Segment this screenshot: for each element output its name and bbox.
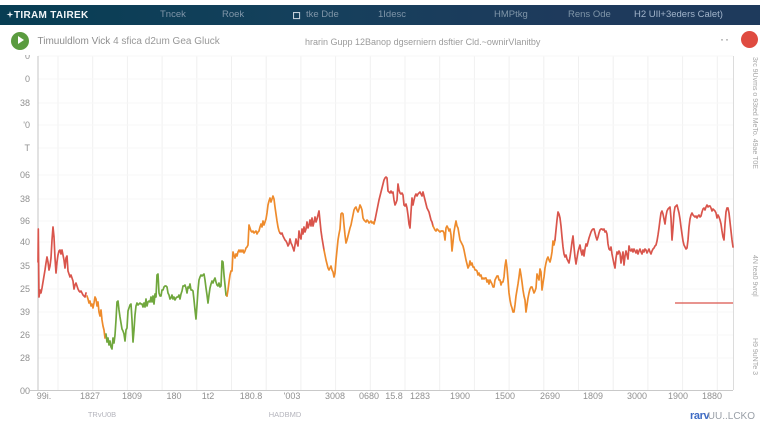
svg-text:3rc 9Uvms o 93ted MeTo. 49ae T: 3rc 9Uvms o 93ted MeTo. 49ae T0E [751, 57, 758, 169]
svg-text:TRvU0B: TRvU0B [88, 410, 116, 419]
svg-text:26: 26 [20, 330, 30, 340]
svg-text:1900: 1900 [450, 391, 470, 401]
svg-text:T: T [25, 143, 31, 153]
svg-text:3008: 3008 [325, 391, 345, 401]
svg-text:00: 00 [20, 386, 30, 396]
svg-text:1809: 1809 [122, 391, 142, 401]
svg-text:0: 0 [25, 51, 30, 61]
svg-text:40: 40 [20, 237, 30, 247]
svg-text:1809: 1809 [583, 391, 603, 401]
svg-text:'0: '0 [23, 120, 30, 130]
svg-text:rarv: rarv [690, 410, 710, 422]
svg-text:180.8: 180.8 [240, 391, 263, 401]
svg-text:1827: 1827 [80, 391, 100, 401]
svg-text:06: 06 [20, 170, 30, 180]
svg-text:1900: 1900 [668, 391, 688, 401]
svg-text:39: 39 [20, 307, 30, 317]
svg-text:1500: 1500 [495, 391, 515, 401]
svg-text:15.8: 15.8 [385, 391, 403, 401]
svg-text:1t2: 1t2 [202, 391, 215, 401]
svg-text:35: 35 [20, 261, 30, 271]
svg-text:H9 9uNTe 3: H9 9uNTe 3 [751, 338, 758, 375]
svg-text:0: 0 [25, 74, 30, 84]
svg-text:99i.: 99i. [37, 391, 52, 401]
svg-text:180: 180 [166, 391, 181, 401]
svg-text:3000: 3000 [627, 391, 647, 401]
svg-text:1880: 1880 [702, 391, 722, 401]
svg-text:25: 25 [20, 284, 30, 294]
svg-text:HADBMD: HADBMD [269, 410, 302, 419]
svg-text:4N tea0 9vrql: 4N tea0 9vrql [751, 255, 758, 297]
svg-text:UU..LCKO: UU..LCKO [708, 411, 755, 422]
svg-text:0680: 0680 [359, 391, 379, 401]
svg-text:2690: 2690 [540, 391, 560, 401]
svg-text:'003: '003 [284, 391, 301, 401]
svg-text:1283: 1283 [410, 391, 430, 401]
svg-text:38: 38 [20, 98, 30, 108]
svg-text:96: 96 [20, 216, 30, 226]
svg-text:38: 38 [20, 194, 30, 204]
svg-text:28: 28 [20, 353, 30, 363]
